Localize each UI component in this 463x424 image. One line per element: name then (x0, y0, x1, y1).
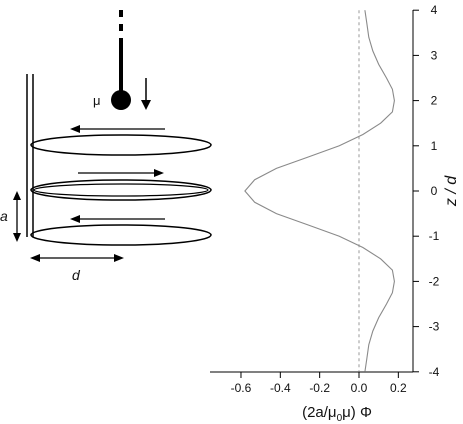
x-tick-label: -0.6 (231, 381, 252, 395)
x-tick-label: 0.0 (351, 381, 368, 395)
current-arrow-middle-head (154, 169, 164, 177)
x-ticks: -0.6 -0.4 -0.2 0.0 0.2 (231, 372, 407, 395)
current-arrow-bottom-head (70, 215, 80, 223)
flux-curve (244, 10, 395, 372)
y-tick-label: 0 (431, 184, 438, 198)
y-tick-label: 3 (431, 48, 438, 62)
x-axis-label-end: μ) Φ (342, 404, 372, 421)
spacing-arrow-head-down (13, 233, 21, 242)
y-tick-label: -3 (429, 320, 440, 334)
spacing-label: a (0, 208, 8, 224)
coil-schematic: μ a d (0, 10, 212, 283)
y-tick-label: 2 (431, 94, 438, 108)
diameter-label: d (72, 267, 81, 283)
magnet-ball (111, 90, 131, 110)
x-tick-label: 0.2 (390, 381, 407, 395)
y-tick-label: -2 (429, 274, 440, 288)
coil-loop-middle-inner (33, 183, 209, 197)
coil-loop-middle (30, 179, 212, 201)
coil-loop-top (30, 134, 212, 156)
y-tick-label: 1 (431, 139, 438, 153)
x-axis-label-sub: 0 (337, 413, 343, 424)
coil-loop-bottom (30, 224, 212, 246)
diameter-arrow-head-right (114, 254, 124, 262)
x-tick-label: -0.4 (270, 381, 291, 395)
x-tick-label: -0.2 (309, 381, 330, 395)
y-tick-label: -1 (429, 229, 440, 243)
x-axis-label-main: (2a/μ (302, 404, 337, 421)
y-tick-label: 4 (431, 3, 438, 17)
diameter-arrow-head-left (30, 254, 40, 262)
y-tick-label: -4 (429, 365, 440, 379)
y-axis-label: z / d (443, 175, 460, 207)
moment-label: μ (93, 93, 101, 108)
y-ticks: -4 -3 -2 -1 0 1 2 3 4 (413, 3, 440, 379)
spacing-arrow-head-up (13, 191, 21, 200)
current-arrow-top-head (70, 125, 80, 133)
fall-arrow-head (141, 100, 151, 110)
x-axis-label: (2a/μ0μ) Φ (302, 404, 372, 424)
